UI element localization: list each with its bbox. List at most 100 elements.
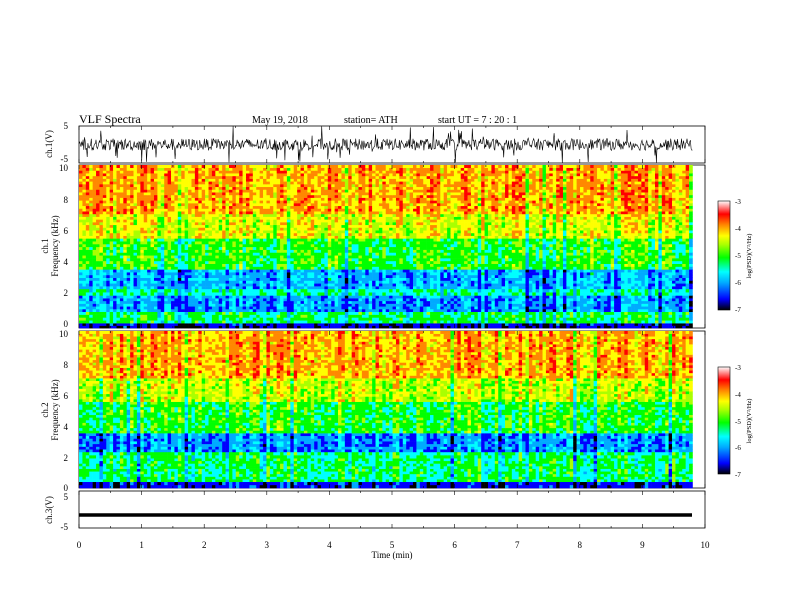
spectrogram-cell	[675, 286, 679, 289]
spectrogram-cell	[546, 255, 550, 258]
spectrogram-cell	[389, 272, 393, 275]
spectrogram-cell	[474, 320, 478, 323]
spectrogram-cell	[130, 323, 134, 326]
spectrogram-cell	[311, 295, 315, 298]
spectrogram-cell	[168, 326, 172, 329]
spectrogram-cell	[202, 252, 206, 255]
spectrogram-cell	[253, 261, 257, 264]
spectrogram-cell	[270, 306, 274, 309]
spectrogram-cell	[437, 312, 441, 315]
spectrogram-cell	[260, 295, 264, 298]
spectrogram-cell	[600, 252, 604, 255]
spectrogram-cell	[468, 258, 472, 261]
spectrogram-cell	[594, 281, 598, 284]
spectrogram-cell	[294, 301, 298, 304]
spectrogram-cell	[440, 255, 444, 258]
spectrogram-cell	[423, 281, 427, 284]
spectrogram-cell	[178, 283, 182, 286]
spectrogram-cell	[127, 286, 131, 289]
spectrogram-cell	[686, 315, 690, 318]
spectrogram-cell	[604, 275, 608, 278]
spectrogram-cell	[638, 317, 642, 320]
spectrogram-cell	[614, 306, 618, 309]
spectrogram-cell	[420, 250, 424, 253]
spectrogram-cell	[679, 264, 683, 267]
spectrogram-cell	[471, 272, 475, 275]
spectrogram-cell	[471, 320, 475, 323]
spectrogram-cell	[563, 304, 567, 307]
spectrogram-cell	[686, 252, 690, 255]
spectrogram-cell	[116, 250, 120, 253]
spectrogram-cell	[324, 309, 328, 312]
spectrogram-cell	[427, 292, 431, 296]
spectrogram-cell	[99, 261, 103, 264]
spectrogram-cell	[324, 264, 328, 267]
spectrogram-cell	[686, 326, 690, 329]
spectrogram-cell	[549, 326, 553, 329]
spectrogram-cell	[689, 312, 693, 315]
spectrogram-cell	[335, 323, 339, 326]
spectrogram-cell	[488, 326, 492, 329]
spectrogram-cell	[543, 261, 547, 264]
spectrogram-cell	[641, 267, 645, 270]
spectrogram-cell	[379, 286, 383, 289]
spectrogram-cell	[273, 250, 277, 253]
spectrogram-cell	[266, 289, 270, 293]
spectrogram-cell	[195, 323, 199, 326]
spectrogram-cell	[120, 292, 124, 296]
spectrogram-cell	[614, 272, 618, 275]
spectrogram-cell	[324, 283, 328, 286]
spectrogram-cell	[536, 272, 540, 275]
spectrogram-cell	[519, 252, 523, 255]
spectrogram-cell	[556, 317, 560, 320]
spectrogram-cell	[573, 320, 577, 323]
spectrogram-cell	[566, 252, 570, 255]
spectrogram-cell	[672, 261, 676, 264]
spectrogram-cell	[399, 252, 403, 255]
spectrogram-cell	[178, 309, 182, 312]
spectrogram-cell	[79, 326, 83, 329]
spectrogram-cell	[209, 252, 213, 255]
spectrogram-cell	[519, 323, 523, 326]
spectrogram-cell	[358, 264, 362, 267]
spectrogram-cell	[304, 258, 308, 261]
spectrogram-cell	[406, 289, 410, 293]
spectrogram-cell	[662, 298, 666, 301]
spectrogram-cell	[372, 295, 376, 298]
spectrogram-cell	[253, 250, 257, 253]
spectrogram-cell	[335, 269, 339, 272]
spectrogram-cell	[358, 304, 362, 307]
spectrogram-cell	[440, 292, 444, 296]
spectrogram-cell	[525, 267, 529, 270]
spectrogram-cell	[464, 275, 468, 278]
spectrogram-cell	[566, 286, 570, 289]
spectrogram-cell	[79, 306, 83, 309]
spectrogram-cell	[672, 258, 676, 261]
spectrogram-cell	[307, 283, 311, 286]
spectrogram-cell	[498, 258, 502, 261]
spectrogram-cell	[110, 272, 114, 275]
spectrogram-cell	[474, 306, 478, 309]
spectrogram-cell	[672, 320, 676, 323]
spectrogram-cell	[570, 267, 574, 270]
spectrogram-cell	[137, 269, 141, 272]
spectrogram-cell	[519, 283, 523, 286]
spectrogram-cell	[219, 267, 223, 270]
spectrogram-cell	[226, 250, 230, 253]
spectrogram-cell	[202, 275, 206, 278]
spectrogram-cell	[287, 306, 291, 309]
spectrogram-cell	[525, 317, 529, 320]
spectrogram-cell	[376, 264, 380, 267]
spectrogram-cell	[348, 283, 352, 286]
spectrogram-cell	[536, 301, 540, 304]
spectrogram-cell	[311, 255, 315, 258]
spectrogram-cell	[209, 317, 213, 320]
spectrogram-cell	[358, 292, 362, 296]
spectrogram-cell	[628, 320, 632, 323]
spectrogram-cell	[481, 264, 485, 267]
spectrogram-cell	[519, 304, 523, 307]
spectrogram-cell	[655, 252, 659, 255]
spectrogram-cell	[618, 275, 622, 278]
spectrogram-cell	[321, 275, 325, 278]
spectrogram-cell	[260, 304, 264, 307]
